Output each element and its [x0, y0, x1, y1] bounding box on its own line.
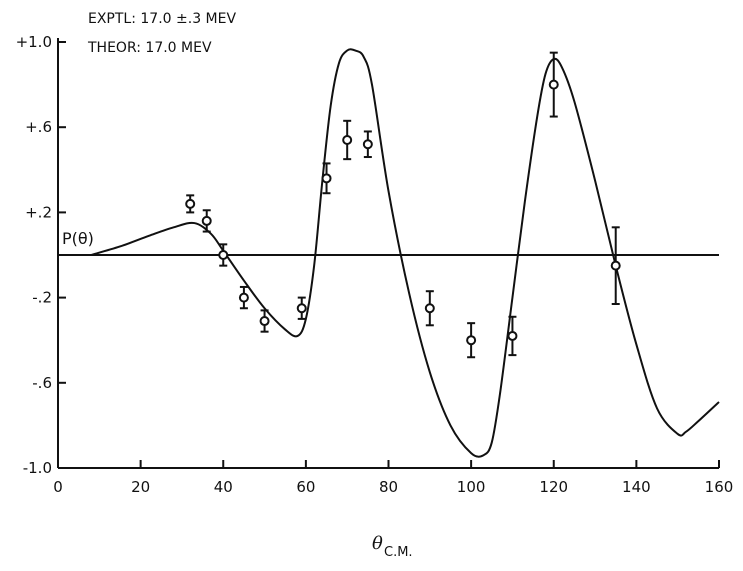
annotation-exptl: EXPTL: 17.0 ±.3 MEV	[88, 11, 236, 27]
data-point	[610, 260, 621, 271]
y-tick-label: -.2	[32, 289, 52, 307]
x-tick-label: 140	[622, 478, 651, 496]
x-axis-label: θ	[372, 533, 383, 554]
x-tick-label: 120	[539, 478, 568, 496]
data-point	[238, 292, 249, 303]
data-point	[424, 303, 435, 314]
annotation-theor: THEOR: 17.0 MEV	[87, 40, 212, 56]
x-tick-label: 100	[457, 478, 486, 496]
y-tick-label: +.2	[25, 203, 52, 221]
y-tick-label: +1.0	[16, 33, 52, 51]
data-point	[362, 139, 373, 150]
theory-curve	[90, 48, 720, 458]
data-point	[548, 79, 559, 90]
x-tick-label: 80	[379, 478, 398, 496]
y-tick-label: -.6	[32, 374, 52, 392]
x-tick-label: 40	[214, 478, 233, 496]
y-tick-label: +.6	[25, 118, 52, 136]
data-point	[185, 198, 196, 209]
data-point	[466, 335, 477, 346]
data-point	[296, 303, 307, 314]
x-axis-label-sub: C.M.	[384, 545, 413, 560]
data-point	[342, 134, 353, 145]
labels: EXPTL: 17.0 ±.3 MEV THEOR: 17.0 MEV P(θ)…	[62, 11, 413, 560]
axes: 0 20 40 60 80 100 120 140 160 +1.0 +.6 +.2 -.2 -.6 -1.…	[16, 33, 734, 496]
x-tick-label: 0	[53, 478, 63, 496]
x-tick-label: 160	[705, 478, 734, 496]
data-point	[259, 316, 270, 327]
y-tick-label: -1.0	[23, 459, 52, 477]
data-point	[218, 250, 229, 260]
data-points	[185, 51, 621, 359]
data-point	[321, 173, 332, 184]
x-tick-label: 20	[131, 478, 150, 496]
theory-curve-path	[90, 48, 720, 458]
data-point	[201, 215, 212, 226]
data-point	[507, 330, 518, 341]
y-axis-label: P(θ)	[62, 229, 94, 248]
x-tick-label: 60	[296, 478, 315, 496]
